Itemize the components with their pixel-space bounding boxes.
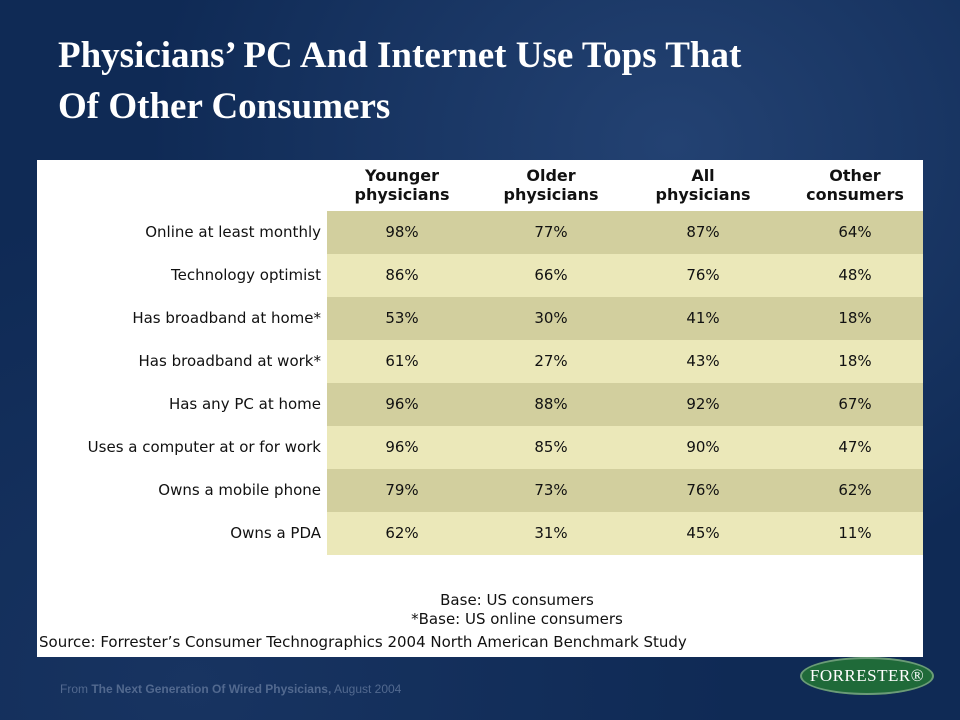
title-line-2: Of Other Consumers (58, 86, 391, 127)
row-band (327, 469, 923, 512)
footer-date: August 2004 (331, 682, 402, 696)
row-label: Technology optimist (170, 266, 321, 284)
row-band (327, 340, 923, 383)
column-header: All physicians (628, 160, 778, 210)
table-cell: 67% (838, 395, 872, 413)
table-cell: 85% (534, 438, 568, 456)
table-cell: 88% (534, 395, 568, 413)
footer-prefix: From (60, 682, 92, 696)
table-cell: 87% (686, 223, 720, 241)
row-label: Has broadband at work* (138, 352, 321, 370)
logo-text: FORRESTER® (809, 666, 925, 685)
table-cell: 31% (534, 524, 568, 542)
row-band (327, 426, 923, 469)
column-header: Other consumers (780, 160, 930, 210)
row-label: Owns a mobile phone (158, 481, 321, 499)
table-cell: 47% (838, 438, 872, 456)
column-header: Older physicians (476, 160, 626, 210)
table-cell: 96% (385, 395, 419, 413)
table-cell: 43% (686, 352, 720, 370)
forrester-logo: FORRESTER® (800, 657, 934, 695)
column-header-line: Younger (364, 166, 440, 185)
table-cell: 76% (686, 266, 720, 284)
column-header-line: Other (829, 166, 881, 185)
table-cell: 98% (385, 223, 419, 241)
table-cell: 27% (534, 352, 568, 370)
base-online-note: *Base: US online consumers (411, 610, 623, 628)
column-header-line: physicians (503, 185, 599, 204)
table-cell: 61% (385, 352, 419, 370)
table-row: Technology optimist 86% 66% 76% 48% (37, 254, 923, 297)
title-line-1: Physicians’ PC And Internet Use Tops Tha… (58, 35, 742, 76)
table-cell: 45% (686, 524, 720, 542)
table-row: Owns a PDA 62% 31% 45% 11% (37, 512, 923, 555)
table-cell: 53% (385, 309, 419, 327)
row-band (327, 512, 923, 555)
table-row: Online at least monthly 98% 77% 87% 64% (37, 211, 923, 254)
column-header-line: consumers (806, 185, 904, 204)
row-label: Online at least monthly (145, 223, 321, 241)
table-cell: 41% (686, 309, 720, 327)
table-cell: 79% (385, 481, 419, 499)
data-table-figure: Younger physicians Older physicians All physi… (37, 160, 923, 657)
table-cell: 48% (838, 266, 872, 284)
table-cell: 18% (838, 352, 872, 370)
footer-citation: From The Next Generation Of Wired Physic… (60, 682, 401, 696)
column-header-line: Older (526, 166, 576, 185)
table-notes: Base: US consumers *Base: US online cons… (37, 588, 923, 657)
table-row: Has any PC at home 96% 88% 92% 67% (37, 383, 923, 426)
table-cell: 66% (534, 266, 568, 284)
source-note: Source: Forrester’s Consumer Technograph… (39, 633, 687, 651)
table-row: Owns a mobile phone 79% 73% 76% 62% (37, 469, 923, 512)
table-cell: 64% (838, 223, 872, 241)
table-cell: 62% (838, 481, 872, 499)
footer-report-title: The Next Generation Of Wired Physicians, (91, 682, 332, 696)
base-note: Base: US consumers (440, 591, 594, 609)
slide-title: Physicians’ PC And Internet Use Tops Tha… (58, 30, 918, 132)
table-cell: 86% (385, 266, 419, 284)
table-cell: 96% (385, 438, 419, 456)
row-label: Has broadband at home* (132, 309, 321, 327)
table-cell: 77% (534, 223, 568, 241)
row-label: Uses a computer at or for work (87, 438, 321, 456)
table-cell: 11% (838, 524, 872, 542)
table-cell: 90% (686, 438, 720, 456)
row-label: Owns a PDA (230, 524, 321, 542)
table-cell: 62% (385, 524, 419, 542)
column-header-line: All (691, 166, 715, 185)
row-band (327, 297, 923, 340)
table-row: Has broadband at home* 53% 30% 41% 18% (37, 297, 923, 340)
table-cell: 73% (534, 481, 568, 499)
table-cell: 76% (686, 481, 720, 499)
column-header: Younger physicians (327, 160, 477, 210)
table-cell: 30% (534, 309, 568, 327)
table-row: Has broadband at work* 61% 27% 43% 18% (37, 340, 923, 383)
table-cell: 92% (686, 395, 720, 413)
table-cell: 18% (838, 309, 872, 327)
row-band (327, 211, 923, 254)
row-band (327, 383, 923, 426)
column-header-line: physicians (655, 185, 751, 204)
table-row: Uses a computer at or for work 96% 85% 90% 4… (37, 426, 923, 469)
column-header-line: physicians (354, 185, 450, 204)
row-band (327, 254, 923, 297)
row-label: Has any PC at home (168, 395, 321, 413)
